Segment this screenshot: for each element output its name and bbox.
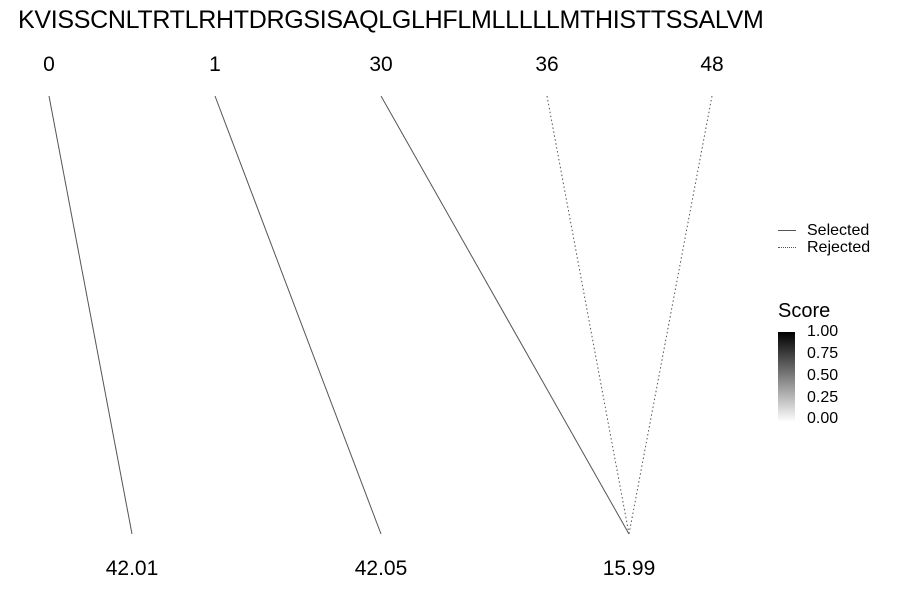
connection-rejected-3 — [546, 95, 630, 535]
sequence-title: KVISSCNLTRTLRHTDRGSISAQLGLHFLMLLLLLMTHIS… — [18, 6, 764, 34]
connection-lines — [48, 95, 713, 535]
score-legend: Score 1.00 0.75 0.50 0.25 0.00 — [778, 300, 855, 427]
bottom-label-2: 15.99 — [602, 557, 656, 580]
connection-selected-0 — [48, 95, 133, 535]
score-tick-1: 1.00 — [807, 323, 839, 340]
legend-selected: Selected — [778, 222, 870, 239]
dotted-line-swatch — [778, 247, 796, 248]
connection-rejected-4 — [628, 95, 713, 535]
linetype-legend: Selected Rejected — [778, 222, 870, 256]
score-tick-025: 0.25 — [807, 389, 839, 406]
solid-line-swatch — [778, 230, 796, 231]
legend-rejected-label: Rejected — [807, 238, 871, 256]
top-label-1: 1 — [209, 53, 221, 76]
legend-selected-label: Selected — [807, 221, 870, 239]
top-label-4: 48 — [700, 53, 724, 76]
score-colorbar — [778, 332, 795, 422]
score-tick-05: 0.50 — [807, 367, 839, 384]
top-label-3: 36 — [535, 53, 559, 76]
score-tick-0: 0.00 — [807, 410, 839, 427]
bottom-label-0: 42.01 — [105, 557, 159, 580]
connection-selected-1 — [214, 95, 382, 535]
score-legend-title: Score — [778, 300, 831, 322]
legend-rejected: Rejected — [778, 239, 870, 256]
bottom-label-1: 42.05 — [354, 557, 408, 580]
top-label-0: 0 — [43, 53, 55, 76]
connection-selected-2 — [380, 95, 630, 535]
score-tick-075: 0.75 — [807, 345, 839, 362]
top-label-2: 30 — [369, 53, 393, 76]
